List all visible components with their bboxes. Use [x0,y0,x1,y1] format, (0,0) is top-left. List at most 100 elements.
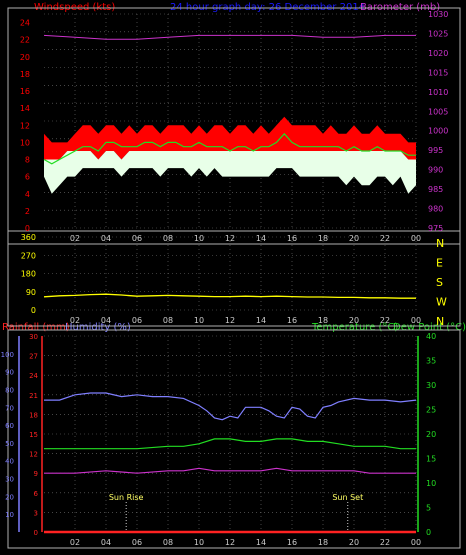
temperature-tick-label: 15 [426,455,436,464]
x-tick-label: 00 [411,234,421,243]
wind-tick-label: 14 [20,104,30,113]
baro-tick-label: 995 [428,146,443,155]
humidity-axis-title: Humidity (%) [65,322,131,333]
x-tick-label: 04 [101,538,111,547]
rainfall-tick-label: 24 [29,372,38,380]
x-tick-label: 18 [318,234,328,243]
x-tick-label: 08 [163,538,173,547]
panel-wind-frame [7,7,461,245]
x-tick-label: 12 [225,234,235,243]
humidity-tick-label: 90 [5,369,14,377]
temperature-tick-label: 20 [426,430,436,439]
dewpoint-line [44,467,416,474]
dewpoint-axis-title: Dew Point (°C) [393,322,466,333]
x-tick-label: 02 [70,538,80,547]
compass-label: N [436,237,444,250]
x-tick-label: 00 [411,538,421,547]
wind-tick-label: 16 [20,87,30,96]
temperature-tick-label: 0 [426,528,431,537]
wind-tick-label: 6 [25,173,30,182]
x-tick-label: 14 [256,234,266,243]
baro-tick-label: 1000 [428,127,448,136]
temperature-tick-label: 5 [426,504,431,513]
x-tick-label: 16 [287,538,297,547]
temperature-tick-label: 25 [426,406,436,415]
x-tick-label: 12 [225,316,235,325]
x-tick-label: 02 [70,316,80,325]
rainfall-tick-label: 15 [29,431,38,439]
baro-tick-label: 975 [428,224,443,233]
x-tick-label: 18 [318,316,328,325]
panel-direction-frame [7,230,461,327]
x-tick-label: 06 [132,234,142,243]
compass-label: S [436,276,443,289]
temperature-tick-label: 30 [426,381,436,390]
x-tick-label: 16 [287,316,297,325]
humidity-tick-label: 10 [5,511,14,519]
rainfall-tick-label: 30 [29,333,38,341]
x-tick-label: 20 [349,538,359,547]
rainfall-tick-label: 27 [29,353,38,361]
x-tick-label: 22 [380,538,390,547]
x-tick-label: 08 [163,234,173,243]
chart-grid [18,13,419,533]
x-tick-label: 10 [194,234,204,243]
x-tick-label: 14 [256,316,266,325]
x-tick-label: 22 [380,316,390,325]
baro-tick-label: 985 [428,185,443,194]
wind-tick-label: 24 [20,19,30,28]
wind-tick-label: 18 [20,70,30,79]
x-tick-label: 02 [70,234,80,243]
windspeed-band [44,116,416,160]
rainfall-tick-label: 9 [34,470,38,478]
x-tick-label: 08 [163,316,173,325]
x-tick-label: 00 [411,316,421,325]
temperature-axis-title: Temperature (°C) [311,322,398,333]
humidity-tick-label: 50 [5,440,14,448]
wind-tick-label: 2 [25,207,30,216]
rainfall-tick-label: 18 [29,411,38,419]
wind-tick-label: 4 [25,190,30,199]
humidity-tick-label: 80 [5,386,14,394]
sunset-marker-label: Sun Set [332,493,363,502]
windspeed-low-band [44,151,416,194]
wind-tick-label: 0 [25,224,30,233]
baro-tick-label: 1005 [428,107,448,116]
chart-series [43,34,417,534]
x-tick-label: 16 [287,234,297,243]
wind-tick-label: 22 [20,36,30,45]
baro-tick-label: 1030 [428,10,448,19]
wind-tick-label: 8 [25,156,30,165]
direction-tick-label: 270 [21,251,36,260]
rainfall-axis-title: Rainfall (mm) [2,322,70,333]
humidity-line [44,392,417,421]
temperature-tick-label: 40 [426,332,436,341]
panel-humidity-frame [7,329,461,549]
x-tick-label: 04 [101,234,111,243]
rainfall-tick-label: 21 [29,392,38,400]
humidity-tick-label: 70 [5,404,14,412]
direction-tick-label: 360 [21,233,36,242]
baro-tick-label: 990 [428,166,443,175]
x-tick-label: 06 [132,316,142,325]
baro-tick-label: 980 [428,205,443,214]
x-tick-label: 20 [349,234,359,243]
direction-tick-label: 0 [31,306,36,315]
chart-frames [7,7,461,549]
humidity-tick-label: 20 [5,493,14,501]
baro-tick-label: 1020 [428,49,448,58]
temperature-line [44,438,416,450]
direction-tick-label: 180 [21,270,36,279]
wind-tick-label: 20 [20,53,30,62]
baro-tick-label: 1010 [428,88,448,97]
x-tick-label: 20 [349,316,359,325]
x-tick-label: 04 [101,316,111,325]
average-wind-line [43,132,416,165]
x-tick-label: 06 [132,538,142,547]
x-tick-label: 18 [318,538,328,547]
x-tick-label: 14 [256,538,266,547]
temperature-tick-label: 10 [426,479,436,488]
x-tick-label: 12 [225,538,235,547]
